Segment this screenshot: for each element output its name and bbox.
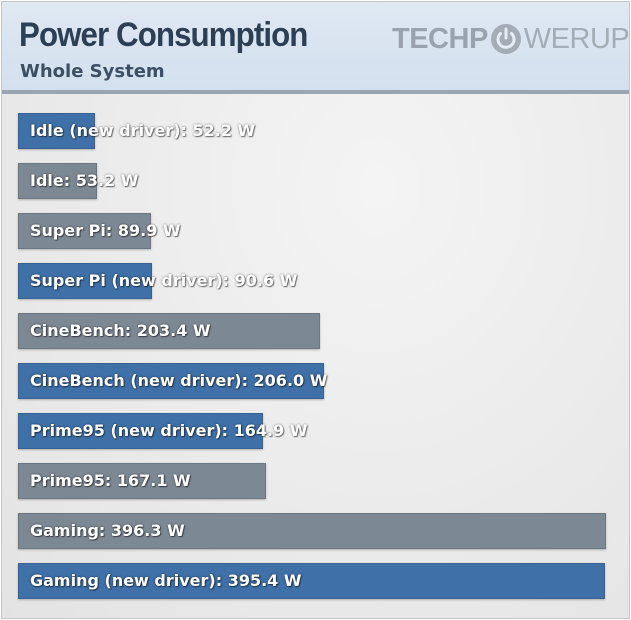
chart-subtitle: Whole System	[20, 61, 165, 82]
bar-label-2: Super Pi: 89.9 W	[30, 221, 181, 240]
bar-3	[18, 263, 152, 299]
bar-9	[18, 563, 605, 599]
bar-label-0: Idle (new driver): 52.2 W	[30, 121, 256, 140]
bar-label-9: Gaming (new driver): 395.4 W	[30, 571, 302, 590]
bar-label-3: Super Pi (new driver): 90.6 W	[30, 271, 298, 290]
chart-header: Power Consumption Whole System TECHP WER…	[2, 2, 629, 94]
bar-label-6: Prime95 (new driver): 164.9 W	[30, 421, 308, 440]
chart-title: Power Consumption	[19, 16, 308, 54]
bar-label-5: CineBench (new driver): 206.0 W	[30, 371, 328, 390]
logo-text-end: WERUP	[523, 22, 630, 55]
bar-2	[18, 213, 151, 249]
plot-area: Idle (new driver): 52.2 W Idle: 53.2 W Sup…	[2, 94, 629, 618]
techpowerup-logo: TECHP WERUP	[392, 22, 629, 56]
bar-label-8: Gaming: 396.3 W	[30, 521, 185, 540]
bar-1	[18, 163, 97, 199]
bar-label-7: Prime95: 167.1 W	[30, 471, 191, 490]
bar-4	[18, 313, 320, 349]
bar-5	[18, 363, 324, 399]
bar-label-1: Idle: 53.2 W	[30, 171, 139, 190]
bar-label-4: CineBench: 203.4 W	[30, 321, 211, 340]
power-icon	[490, 24, 521, 54]
bar-7	[18, 463, 266, 499]
logo-text-start: TECHP	[392, 22, 488, 55]
bar-0	[18, 113, 95, 149]
bar-8	[18, 513, 606, 549]
bar-6	[18, 413, 263, 449]
